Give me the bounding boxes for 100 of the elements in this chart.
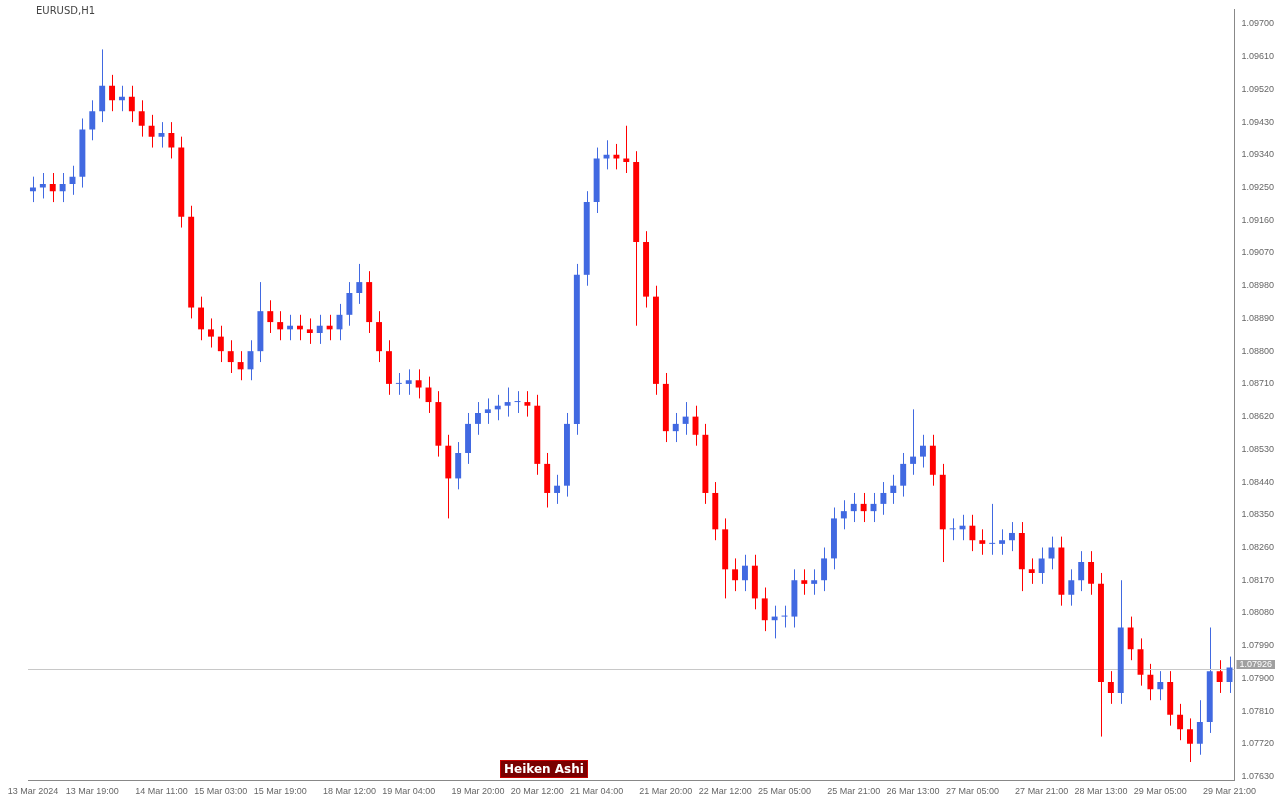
candlestick xyxy=(949,517,956,541)
candlestick xyxy=(1157,670,1164,701)
candlestick xyxy=(1216,659,1223,694)
x-tick-label: 26 Mar 13:00 xyxy=(886,786,940,797)
candlestick xyxy=(821,547,828,592)
x-tick-label: 15 Mar 19:00 xyxy=(253,786,307,797)
candlestick xyxy=(158,121,165,149)
x-tick-label: 27 Mar 21:00 xyxy=(1015,786,1069,797)
y-tick-label: 1.08530 xyxy=(1241,443,1275,454)
y-tick-label: 1.09610 xyxy=(1241,51,1275,62)
candlestick xyxy=(1187,717,1193,763)
candlestick xyxy=(227,339,234,374)
candlestick xyxy=(89,99,96,141)
x-tick-label: 19 Mar 04:00 xyxy=(382,786,436,797)
candlestick xyxy=(168,121,175,159)
x-tick-label: 29 Mar 21:00 xyxy=(1203,786,1257,797)
y-tick-label: 1.08980 xyxy=(1241,280,1275,291)
y-tick-label: 1.08350 xyxy=(1241,509,1275,520)
x-tick-label: 18 Mar 12:00 xyxy=(322,786,376,797)
candlestick xyxy=(682,401,689,436)
x-tick-label: 13 Mar 2024 xyxy=(7,786,59,797)
x-tick-label: 21 Mar 04:00 xyxy=(570,786,624,797)
x-tick-label: 19 Mar 20:00 xyxy=(451,786,505,797)
y-tick-label: 1.07810 xyxy=(1241,705,1275,716)
candlestick xyxy=(1107,670,1114,705)
candlestick xyxy=(554,474,561,505)
y-tick-label: 1.07630 xyxy=(1241,771,1275,782)
candlestick xyxy=(741,554,748,592)
candlestick xyxy=(989,503,996,556)
candlestick xyxy=(474,401,481,436)
candlestick xyxy=(1068,568,1075,607)
candlestick xyxy=(1088,550,1095,596)
y-tick-label: 1.09430 xyxy=(1241,116,1275,127)
candlestick xyxy=(395,372,402,396)
candlestick xyxy=(1196,699,1203,756)
candlestick xyxy=(910,408,917,476)
y-tick-label: 1.09700 xyxy=(1241,18,1275,29)
candlestick xyxy=(1127,616,1134,661)
y-tick-label: 1.07900 xyxy=(1241,672,1275,683)
y-tick-label: 1.08710 xyxy=(1241,378,1275,389)
x-tick-label: 20 Mar 12:00 xyxy=(510,786,564,797)
candlestick xyxy=(356,263,363,305)
candlestick xyxy=(1009,521,1015,552)
candlestick xyxy=(880,481,887,516)
candlestick xyxy=(207,317,214,349)
candlestick xyxy=(415,368,422,399)
candlestick xyxy=(1028,557,1035,585)
candlestick xyxy=(920,434,926,469)
candlestick xyxy=(623,125,630,174)
candlestick xyxy=(484,397,491,425)
x-tick-label: 29 Mar 05:00 xyxy=(1133,786,1187,797)
candlestick xyxy=(801,568,808,596)
x-tick-label: 25 Mar 21:00 xyxy=(827,786,881,797)
candlestick xyxy=(840,499,847,530)
candlestick xyxy=(267,299,274,334)
y-tick-label: 1.09160 xyxy=(1241,214,1275,225)
candlestick xyxy=(128,85,135,123)
x-tick-label: 25 Mar 05:00 xyxy=(757,786,812,797)
x-tick-label: 13 Mar 19:00 xyxy=(65,786,119,797)
candlestick xyxy=(524,390,531,418)
candlestick xyxy=(405,368,412,396)
y-tick-label: 1.08260 xyxy=(1241,541,1275,552)
x-tick-label: 28 Mar 13:00 xyxy=(1074,786,1128,797)
x-tick-label: 21 Mar 20:00 xyxy=(639,786,693,797)
candlestick xyxy=(198,296,205,341)
candlestick xyxy=(761,587,768,632)
y-tick-label: 1.08170 xyxy=(1241,574,1275,585)
y-tick-label: 1.09520 xyxy=(1241,83,1275,94)
candlestick xyxy=(969,514,976,552)
candlestick xyxy=(999,528,1006,556)
candlestick xyxy=(1078,550,1085,592)
candlestick xyxy=(900,452,907,498)
x-tick-label: 15 Mar 03:00 xyxy=(194,786,248,797)
candlestick xyxy=(504,387,511,418)
candlestick xyxy=(237,350,244,381)
candlestick xyxy=(59,172,66,203)
candlestick xyxy=(316,314,323,345)
y-tick-label: 1.08800 xyxy=(1241,345,1275,356)
x-tick-label: 22 Mar 12:00 xyxy=(698,786,752,797)
y-tick-label: 1.08080 xyxy=(1241,607,1275,618)
candlestick xyxy=(979,528,986,556)
candlestick xyxy=(890,474,897,505)
candlestick xyxy=(138,99,145,138)
candlestick xyxy=(39,172,46,199)
candlestick xyxy=(148,114,155,149)
x-tick-label: 14 Mar 11:00 xyxy=(135,786,188,797)
candlestick xyxy=(49,172,56,203)
candlestick xyxy=(732,557,739,592)
y-tick-label: 1.09250 xyxy=(1241,182,1275,193)
chart-title: EURUSD,H1 xyxy=(36,5,96,16)
candlestick xyxy=(811,568,818,596)
candlestick xyxy=(860,492,867,523)
y-tick-label: 1.09340 xyxy=(1241,149,1275,160)
candlestick xyxy=(217,325,224,363)
candlestick xyxy=(277,310,284,341)
y-tick-label: 1.08620 xyxy=(1241,411,1275,422)
x-tick-label: 27 Mar 05:00 xyxy=(945,786,999,797)
y-tick-label: 1.07990 xyxy=(1241,640,1275,651)
candlestick xyxy=(1177,703,1184,741)
y-tick-label: 1.09070 xyxy=(1241,247,1275,258)
